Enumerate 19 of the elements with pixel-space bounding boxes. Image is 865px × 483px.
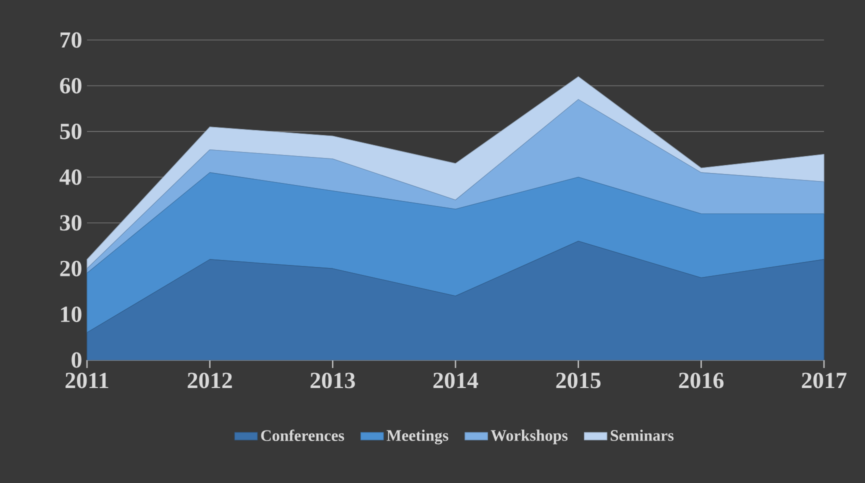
y-tick-label: 30 bbox=[60, 215, 82, 231]
y-tick-label: 20 bbox=[60, 260, 82, 276]
y-tick-label: 0 bbox=[72, 352, 82, 368]
x-tick-label: 2012 bbox=[188, 372, 232, 388]
x-tick-label: 2015 bbox=[556, 372, 601, 388]
y-tick-label: 40 bbox=[60, 169, 82, 185]
x-tick-label: 2017 bbox=[802, 372, 846, 388]
x-tick-label: 2014 bbox=[433, 372, 478, 388]
legend-label: Meetings bbox=[386, 430, 448, 444]
x-tick-label: 2011 bbox=[66, 372, 108, 388]
legend-label: Seminars bbox=[610, 430, 674, 441]
x-tick-label: 2013 bbox=[310, 372, 355, 388]
y-tick-label: 70 bbox=[60, 32, 82, 48]
legend-label: Workshops bbox=[490, 430, 568, 444]
y-tick-label: 60 bbox=[60, 78, 82, 94]
y-tick-label: 10 bbox=[61, 306, 82, 322]
x-tick-label: 2016 bbox=[679, 372, 724, 388]
y-tick-label: 50 bbox=[60, 124, 82, 140]
legend-label: Conferences bbox=[261, 430, 344, 442]
